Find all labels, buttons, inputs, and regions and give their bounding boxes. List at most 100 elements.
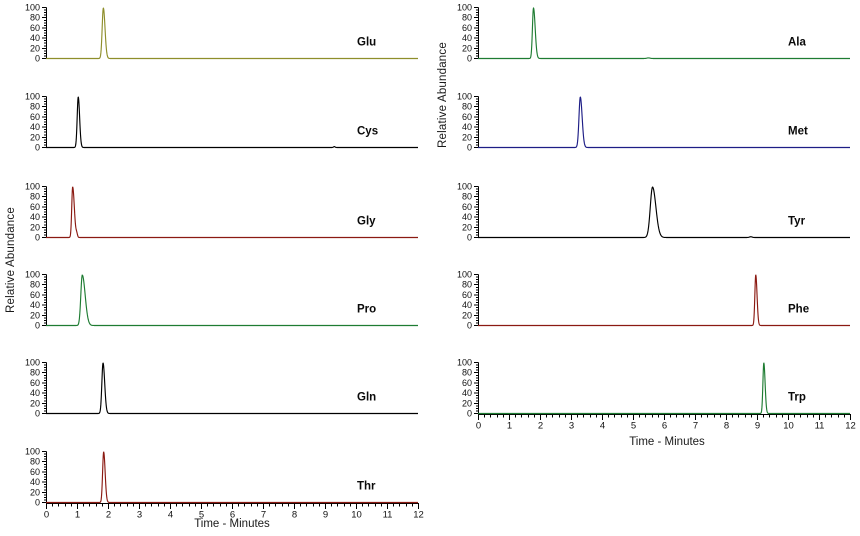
panel-label-gln: Gln: [357, 392, 376, 404]
x-tick-label: 8: [292, 510, 297, 521]
y-tick-label: 80: [462, 280, 472, 290]
x-tick-label: 3: [569, 421, 574, 432]
x-tick-label: 5: [631, 421, 636, 432]
y-tick-label: 60: [462, 23, 472, 33]
panel-label-thr: Thr: [357, 481, 376, 493]
panel-label-phe: Phe: [788, 304, 809, 316]
trace-met: [478, 96, 850, 149]
y-tick-label: 100: [25, 3, 40, 13]
y-tick-label: 0: [35, 321, 40, 331]
x-tick-label: 10: [783, 421, 794, 432]
y-tick-label: 20: [30, 398, 40, 408]
x-tick-label: 11: [815, 421, 825, 432]
x-tick-label: 12: [845, 421, 856, 432]
x-tick-label: 9: [323, 510, 328, 521]
y-tick-label: 60: [462, 290, 472, 300]
y-tick-label: 100: [25, 182, 40, 192]
trace-pro: [46, 274, 418, 327]
y-axis-glu: [42, 7, 47, 59]
y-axis-tyr: [474, 186, 479, 238]
y-tick-label: 40: [462, 388, 472, 398]
trace-gln: [46, 362, 418, 415]
y-tick-label: 20: [462, 222, 472, 232]
y-tick-label: 0: [35, 409, 40, 419]
y-tick-label: 60: [462, 202, 472, 212]
y-tick-label: 80: [30, 457, 40, 467]
y-tick-label: 100: [457, 182, 472, 192]
x-tick-label: 7: [693, 421, 698, 432]
y-tick-label: 0: [467, 409, 472, 419]
y-tick-label: 0: [35, 54, 40, 64]
y-axis-cys: [42, 96, 47, 148]
x-axis-label-right: Time - Minutes: [629, 436, 705, 448]
y-tick-label: 20: [30, 222, 40, 232]
panel-label-glu: Glu: [357, 37, 376, 49]
y-tick-label: 20: [462, 132, 472, 142]
y-tick-label: 80: [462, 102, 472, 112]
y-tick-label: 60: [30, 112, 40, 122]
x-tick-label: 4: [600, 421, 605, 432]
y-tick-label: 0: [467, 233, 472, 243]
y-axis-met: [474, 96, 479, 148]
x-tick-label: 12: [413, 510, 424, 521]
y-tick-label: 20: [462, 310, 472, 320]
y-tick-label: 80: [30, 192, 40, 202]
y-tick-label: 100: [25, 358, 40, 368]
panel-label-gly: Gly: [357, 216, 376, 228]
y-axis-label-left: Relative Abundance: [5, 207, 17, 313]
panel-label-pro: Pro: [357, 304, 376, 316]
y-axis-thr: [42, 451, 47, 503]
panel-label-ala: Ala: [788, 37, 807, 49]
y-tick-label: 40: [30, 300, 40, 310]
y-tick-label: 40: [462, 122, 472, 132]
y-axis-gln: [42, 362, 47, 414]
y-tick-label: 80: [462, 13, 472, 23]
y-tick-label: 40: [462, 33, 472, 43]
trace-thr: [46, 451, 418, 504]
x-tick-label: 2: [106, 510, 111, 521]
y-tick-label: 20: [462, 43, 472, 53]
x-axis-left: [46, 503, 419, 509]
trace-cys: [46, 96, 418, 149]
trace-gly: [46, 186, 418, 239]
y-tick-label: 40: [462, 300, 472, 310]
y-tick-label: 20: [462, 398, 472, 408]
x-tick-label: 6: [662, 421, 667, 432]
trace-glu: [46, 7, 418, 60]
y-tick-label: 0: [467, 143, 472, 153]
y-tick-label: 100: [457, 92, 472, 102]
y-tick-label: 20: [30, 487, 40, 497]
y-tick-label: 80: [462, 192, 472, 202]
y-tick-label: 0: [35, 143, 40, 153]
y-axis-label-right: Relative Abundance: [437, 42, 449, 148]
y-tick-label: 100: [457, 358, 472, 368]
y-tick-label: 80: [30, 102, 40, 112]
y-tick-label: 20: [30, 43, 40, 53]
y-axis-ala: [474, 7, 479, 59]
x-tick-label: 1: [75, 510, 80, 521]
y-tick-label: 0: [35, 498, 40, 508]
x-tick-label: 9: [755, 421, 760, 432]
panel-label-tyr: Tyr: [788, 216, 806, 228]
y-tick-label: 80: [462, 368, 472, 378]
y-tick-label: 80: [30, 368, 40, 378]
y-tick-label: 60: [30, 23, 40, 33]
y-tick-label: 0: [35, 233, 40, 243]
x-tick-label: 7: [261, 510, 266, 521]
y-tick-label: 60: [30, 202, 40, 212]
y-axis-pro: [42, 274, 47, 326]
trace-trp: [478, 362, 850, 415]
panel-label-trp: Trp: [788, 392, 806, 404]
y-tick-label: 40: [30, 388, 40, 398]
y-tick-label: 0: [467, 54, 472, 64]
y-tick-label: 80: [30, 13, 40, 23]
x-tick-label: 8: [724, 421, 729, 432]
trace-phe: [478, 274, 850, 327]
